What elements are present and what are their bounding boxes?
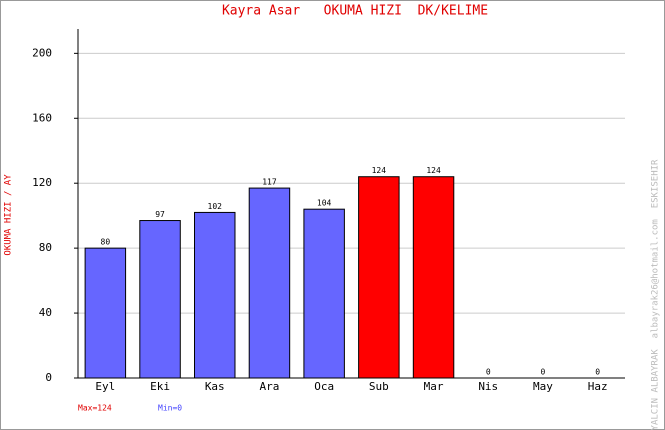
y-tick-label: 200: [32, 46, 52, 59]
y-tick-label: 80: [39, 241, 52, 254]
bar: [412, 176, 455, 379]
y-tick-label: 40: [39, 306, 52, 319]
value-label: 0: [541, 368, 546, 377]
y-tick-label: 160: [32, 111, 52, 124]
x-tick-label: Eyl: [95, 380, 115, 393]
bar: [139, 220, 181, 379]
value-label: 102: [208, 202, 223, 211]
bar: [84, 247, 127, 379]
x-tick-label: Ara: [260, 380, 280, 393]
y-axis-label: OKUMA HIZI / AY: [4, 174, 14, 256]
value-label: 97: [155, 210, 165, 219]
value-label: 124: [426, 166, 441, 175]
min-label: Min=0: [158, 404, 182, 413]
x-tick-label: Mar: [424, 380, 444, 393]
value-label: 117: [262, 178, 277, 187]
x-tick-label: Kas: [205, 380, 225, 393]
bar: [303, 208, 345, 379]
x-tick-label: May: [533, 380, 553, 393]
value-label: 0: [595, 368, 600, 377]
bar: [194, 211, 236, 379]
y-tick-label: 0: [45, 371, 52, 384]
y-tick-label: 120: [32, 176, 52, 189]
value-label: 80: [101, 238, 111, 247]
chart-title: Kayra Asar OKUMA HIZI DK/KELIME: [222, 4, 488, 19]
side-note: YALCIN ALBAYRAK albayrak26@hotmail.com E…: [651, 159, 661, 430]
value-label: 124: [372, 166, 387, 175]
bar: [358, 176, 400, 379]
value-label: 104: [317, 199, 332, 208]
bar: [248, 187, 291, 379]
x-tick-label: Nis: [478, 380, 498, 393]
x-tick-label: Oca: [314, 380, 334, 393]
value-label: 0: [486, 368, 491, 377]
x-tick-label: Eki: [150, 380, 170, 393]
x-tick-label: Sub: [369, 380, 389, 393]
x-tick-label: Haz: [588, 380, 608, 393]
max-label: Max=124: [78, 404, 112, 413]
